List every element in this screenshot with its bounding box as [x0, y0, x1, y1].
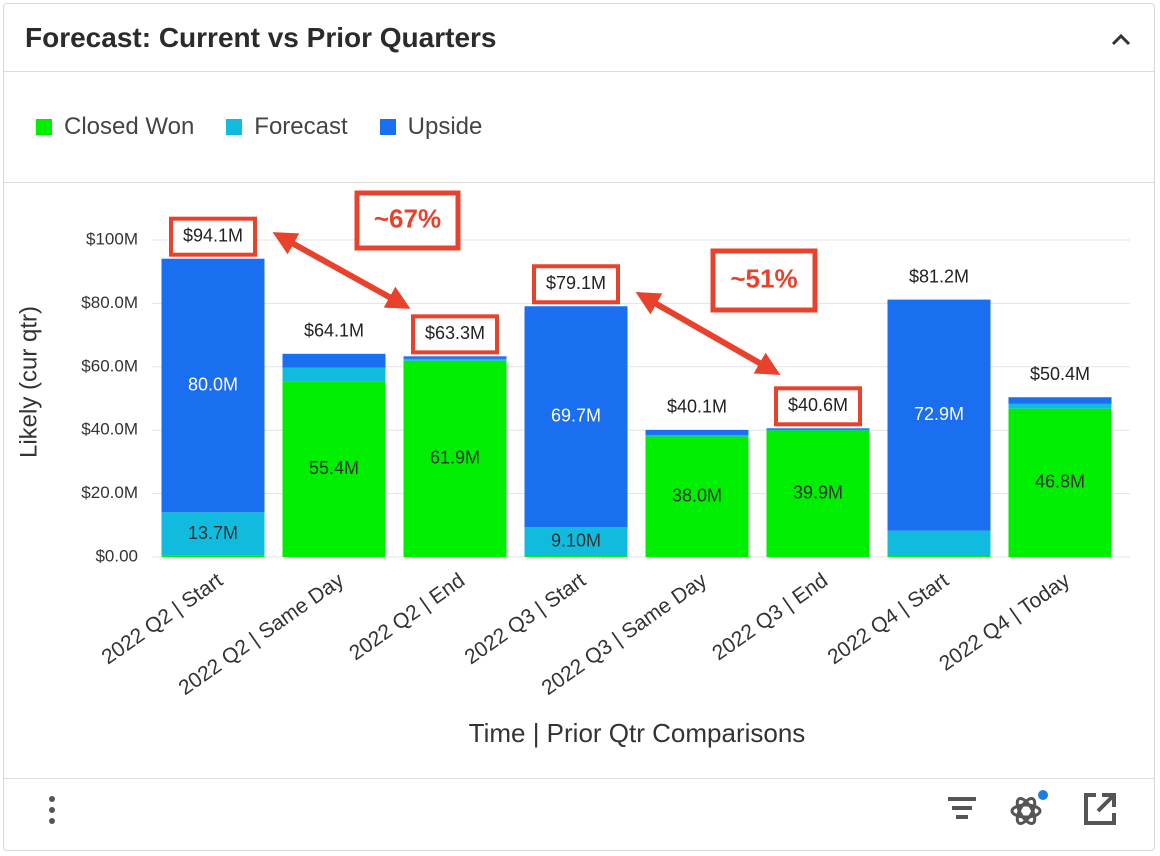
widget-title: Forecast: Current vs Prior Quarters	[25, 22, 497, 53]
bar-segment	[766, 429, 870, 431]
bar-segment	[766, 430, 870, 557]
collapse-button[interactable]	[1109, 28, 1133, 52]
bar-segment	[161, 258, 265, 513]
bar-segment	[645, 436, 749, 557]
legend-label: Forecast	[254, 113, 348, 140]
bar-segment	[766, 428, 870, 430]
segment-label: 38.0M	[672, 486, 722, 506]
legend-label: Upside	[407, 113, 483, 140]
bar-segment	[1008, 403, 1112, 409]
bar-segment	[1008, 408, 1112, 557]
legend-label: Closed Won	[64, 113, 195, 140]
segment-label: 69.7M	[551, 405, 601, 425]
bar-segment	[282, 353, 386, 368]
annotation-arrow	[635, 292, 781, 375]
bar-segment	[524, 306, 628, 528]
annotation-text: ~67%	[374, 203, 441, 233]
total-label: $63.3M	[425, 323, 485, 343]
bar-segment	[282, 367, 386, 382]
y-tick-label: $20.0M	[81, 483, 138, 502]
x-tick-label: 2022 Q4 | Today	[935, 569, 1074, 676]
x-tick-label: 2022 Q3 | End	[708, 569, 832, 665]
bar-segment	[524, 527, 628, 557]
bar-segment	[645, 429, 749, 435]
segment-label: 61.9M	[430, 448, 480, 468]
bar-segment	[1008, 397, 1112, 404]
atom-icon[interactable]	[1008, 789, 1048, 829]
bar-segment	[403, 358, 507, 361]
legend-swatch	[36, 119, 52, 135]
open-external-icon[interactable]	[1082, 791, 1118, 827]
legend-item[interactable]: Upside	[379, 113, 483, 141]
x-tick-label: 2022 Q3 | Start	[460, 569, 590, 669]
total-highlight	[169, 216, 257, 257]
x-axis-title: Time | Prior Qtr Comparisons	[469, 718, 806, 748]
segment-label: 72.9M	[914, 404, 964, 424]
legend-item[interactable]: Closed Won	[36, 113, 194, 141]
list-icon[interactable]	[946, 793, 978, 825]
segment-label: 13.7M	[188, 523, 238, 543]
legend: Closed Won Forecast Upside	[4, 72, 1154, 183]
more-menu[interactable]	[42, 791, 62, 831]
bar-segment	[887, 299, 991, 531]
segment-label: 9.10M	[551, 530, 601, 550]
bar-segment	[403, 360, 507, 557]
y-tick-label: $0.00	[95, 546, 138, 565]
y-tick-label: $60.0M	[81, 356, 138, 375]
bar-segment	[645, 434, 749, 437]
total-highlight	[774, 386, 862, 427]
y-axis-title: Likely (cur qtr)	[15, 306, 42, 458]
y-tick-label: $40.0M	[81, 420, 138, 439]
bar-segment	[161, 555, 265, 557]
total-label: $64.1M	[304, 321, 364, 341]
segment-label: 80.0M	[188, 374, 238, 394]
bar-segment	[524, 556, 628, 557]
legend-swatch	[379, 119, 396, 135]
total-label: $40.1M	[667, 397, 727, 417]
chart: Likely (cur qtr) Time | Prior Qtr Compar…	[15, 190, 1130, 748]
widget-header: Forecast: Current vs Prior Quarters	[4, 4, 1154, 72]
annotation-text: ~51%	[730, 263, 797, 293]
total-label: $79.1M	[546, 273, 606, 293]
total-highlight	[532, 264, 620, 305]
x-tick-label: 2022 Q2 | End	[345, 569, 469, 665]
bar-segment	[887, 530, 991, 557]
segment-label: 39.9M	[793, 483, 843, 503]
bar-segment	[403, 356, 507, 359]
total-label: $50.4M	[1030, 364, 1090, 384]
total-label: $81.2M	[909, 266, 969, 286]
widget: Forecast: Current vs Prior Quarters Clos…	[3, 3, 1155, 851]
segment-label: 55.4M	[309, 458, 359, 478]
legend-swatch	[226, 119, 243, 135]
widget-footer	[4, 778, 1154, 851]
bar-segment	[282, 381, 386, 557]
bar-segment	[887, 556, 991, 557]
x-tick-label: 2022 Q2 | Start	[97, 569, 227, 669]
total-label: $40.6M	[788, 395, 848, 415]
y-tick-label: $80.0M	[81, 293, 138, 312]
segment-label: 46.8M	[1035, 472, 1085, 492]
bar-segment	[161, 512, 265, 556]
x-tick-label: 2022 Q4 | Start	[823, 569, 953, 669]
annotation-arrow	[272, 232, 411, 309]
total-label: $94.1M	[183, 225, 243, 245]
total-highlight	[411, 314, 499, 355]
legend-item[interactable]: Forecast	[226, 113, 348, 141]
y-tick-label: $100M	[86, 229, 138, 248]
